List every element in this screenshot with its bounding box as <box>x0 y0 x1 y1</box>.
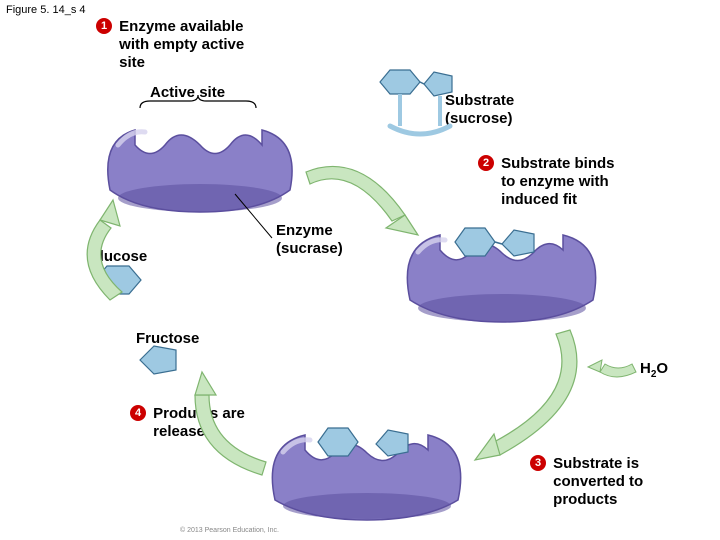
enzyme-bound <box>407 228 595 322</box>
h2o-arrow <box>588 360 636 377</box>
enzyme-empty <box>108 130 292 212</box>
arrow-2to3 <box>475 330 577 460</box>
enzyme-products <box>272 428 460 520</box>
free-fructose <box>140 346 176 374</box>
arrow-1to2 <box>306 166 418 235</box>
enzyme-cycle-diagram <box>0 0 720 540</box>
arrow-3to4 <box>195 372 266 475</box>
active-site-brace <box>140 95 256 108</box>
substrate-sucrose <box>380 70 452 134</box>
